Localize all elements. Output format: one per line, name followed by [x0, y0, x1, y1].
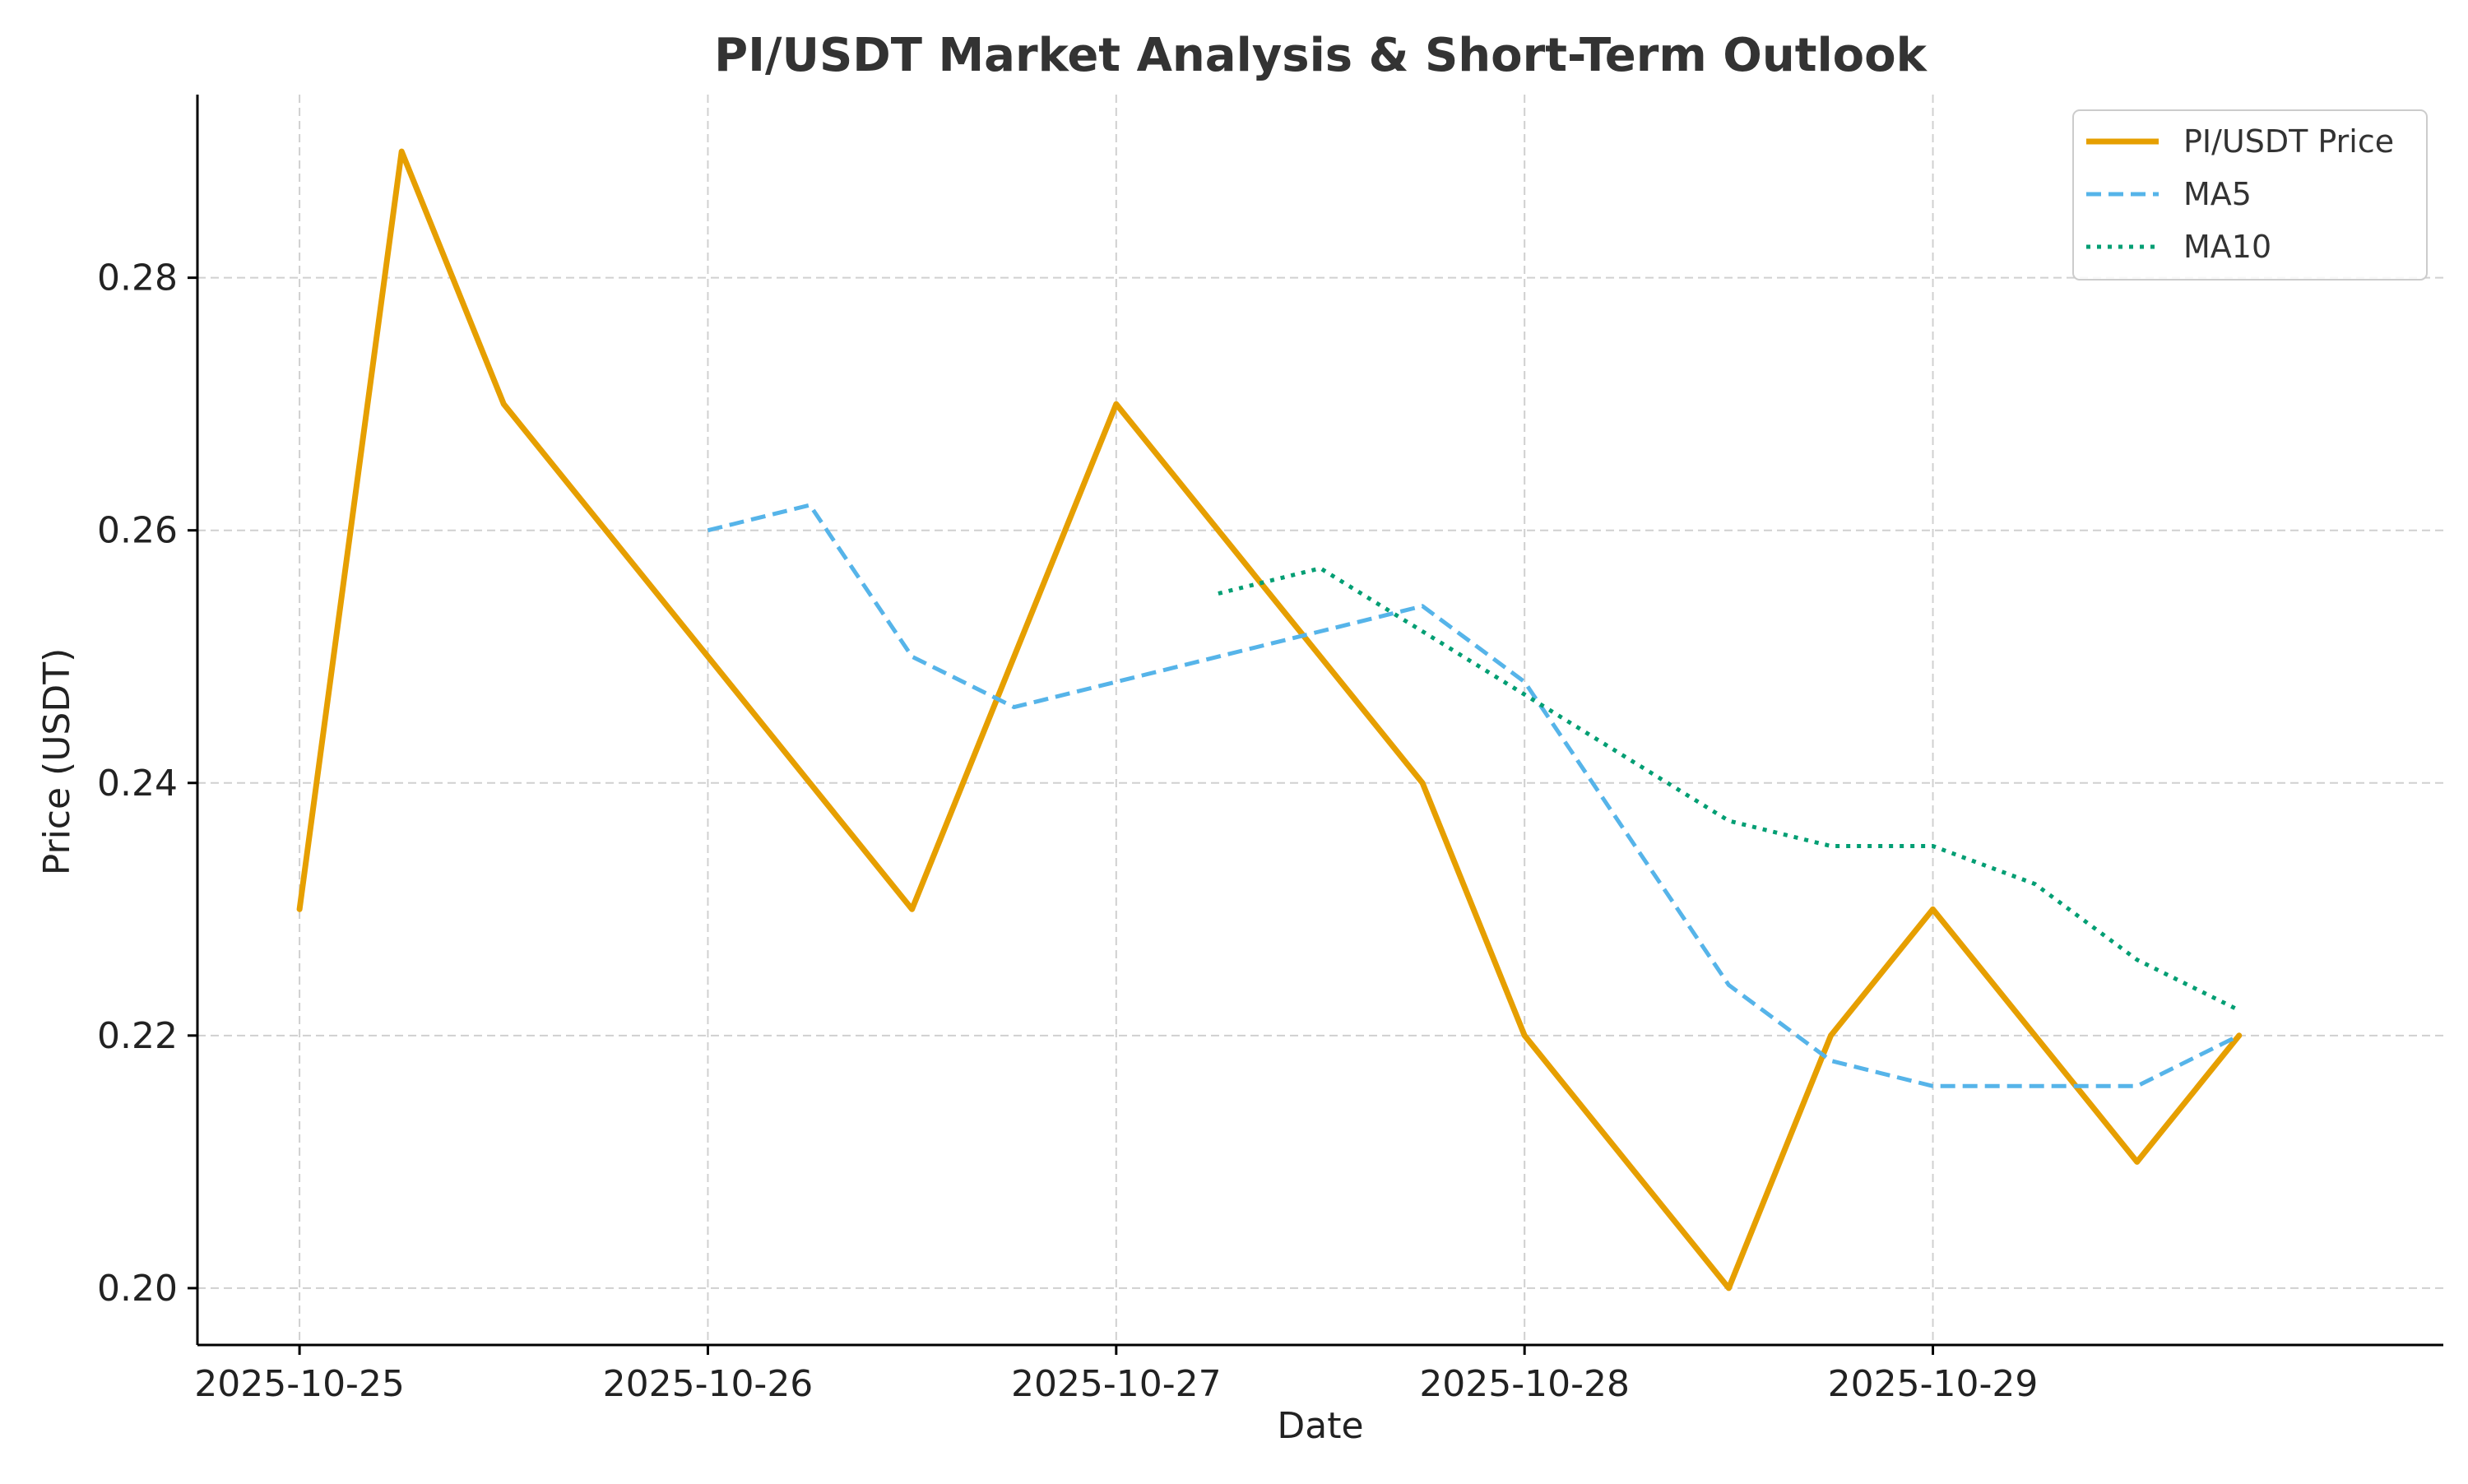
- series-layer: [296, 148, 2243, 1292]
- legend-label: MA5: [2183, 176, 2252, 212]
- y-axis-label: Price (USDT): [36, 648, 78, 876]
- legend: PI/USDT Price MA5 MA10: [2072, 109, 2428, 281]
- ticks-layer: 2025-10-25 2025-10-26 2025-10-27 2025-10-28…: [97, 257, 2038, 1405]
- grid-layer: [197, 95, 2443, 1345]
- x-tick-label: 2025-10-28: [1419, 1363, 1630, 1405]
- series-line-pi-usdt-price: [296, 148, 2243, 1292]
- series-line-ma5: [707, 503, 2240, 1088]
- chart-title: PI/USDT Market Analysis & Short-Term Out…: [714, 29, 1928, 82]
- x-tick-label: 2025-10-29: [1828, 1363, 2039, 1405]
- x-axis-label: Date: [1277, 1405, 1363, 1447]
- legend-label: PI/USDT Price: [2183, 123, 2394, 160]
- series-line-ma10: [1218, 566, 2240, 1013]
- legend-box: [2072, 109, 2428, 281]
- x-tick-label: 2025-10-25: [194, 1363, 405, 1405]
- y-tick-label: 0.28: [97, 257, 178, 299]
- axes-layer: [196, 95, 2443, 1347]
- y-tick-label: 0.20: [97, 1268, 178, 1310]
- legend-label: MA10: [2183, 229, 2271, 265]
- y-tick-label: 0.24: [97, 763, 178, 805]
- x-tick-label: 2025-10-26: [603, 1363, 814, 1405]
- y-tick-label: 0.26: [97, 510, 178, 552]
- x-tick-label: 2025-10-27: [1011, 1363, 1222, 1405]
- y-tick-label: 0.22: [97, 1015, 178, 1057]
